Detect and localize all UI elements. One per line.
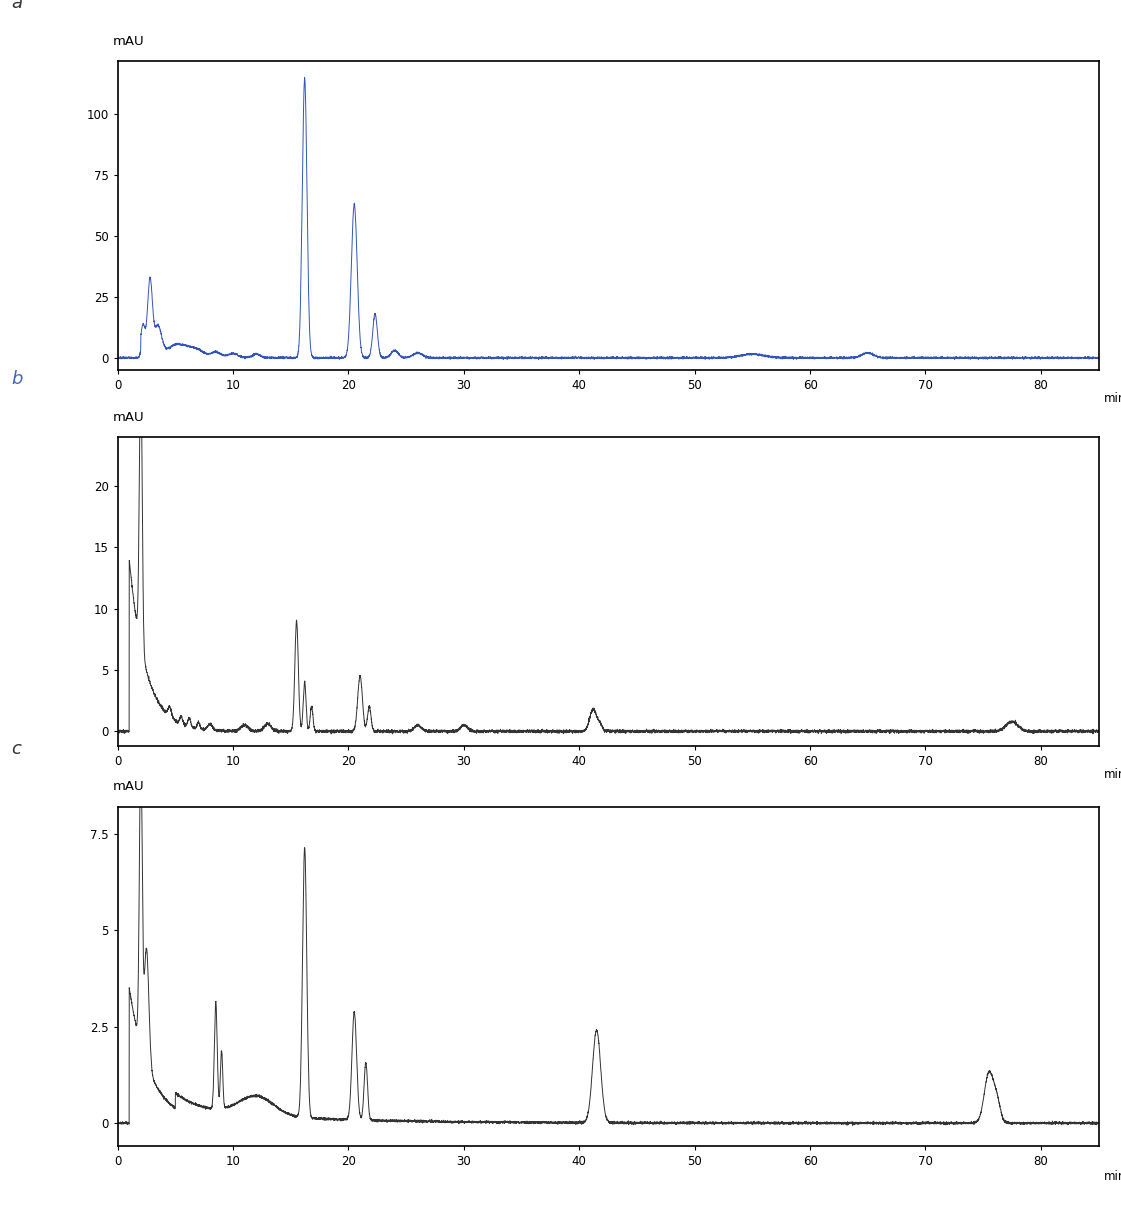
Text: mAU: mAU <box>113 35 145 49</box>
Text: mAU: mAU <box>113 411 145 425</box>
Text: min: min <box>1103 1171 1121 1183</box>
Text: b: b <box>11 370 22 388</box>
Text: min: min <box>1103 768 1121 781</box>
Text: c: c <box>11 740 21 758</box>
Text: a: a <box>11 0 22 12</box>
Text: min: min <box>1103 392 1121 405</box>
Text: mAU: mAU <box>113 780 145 793</box>
